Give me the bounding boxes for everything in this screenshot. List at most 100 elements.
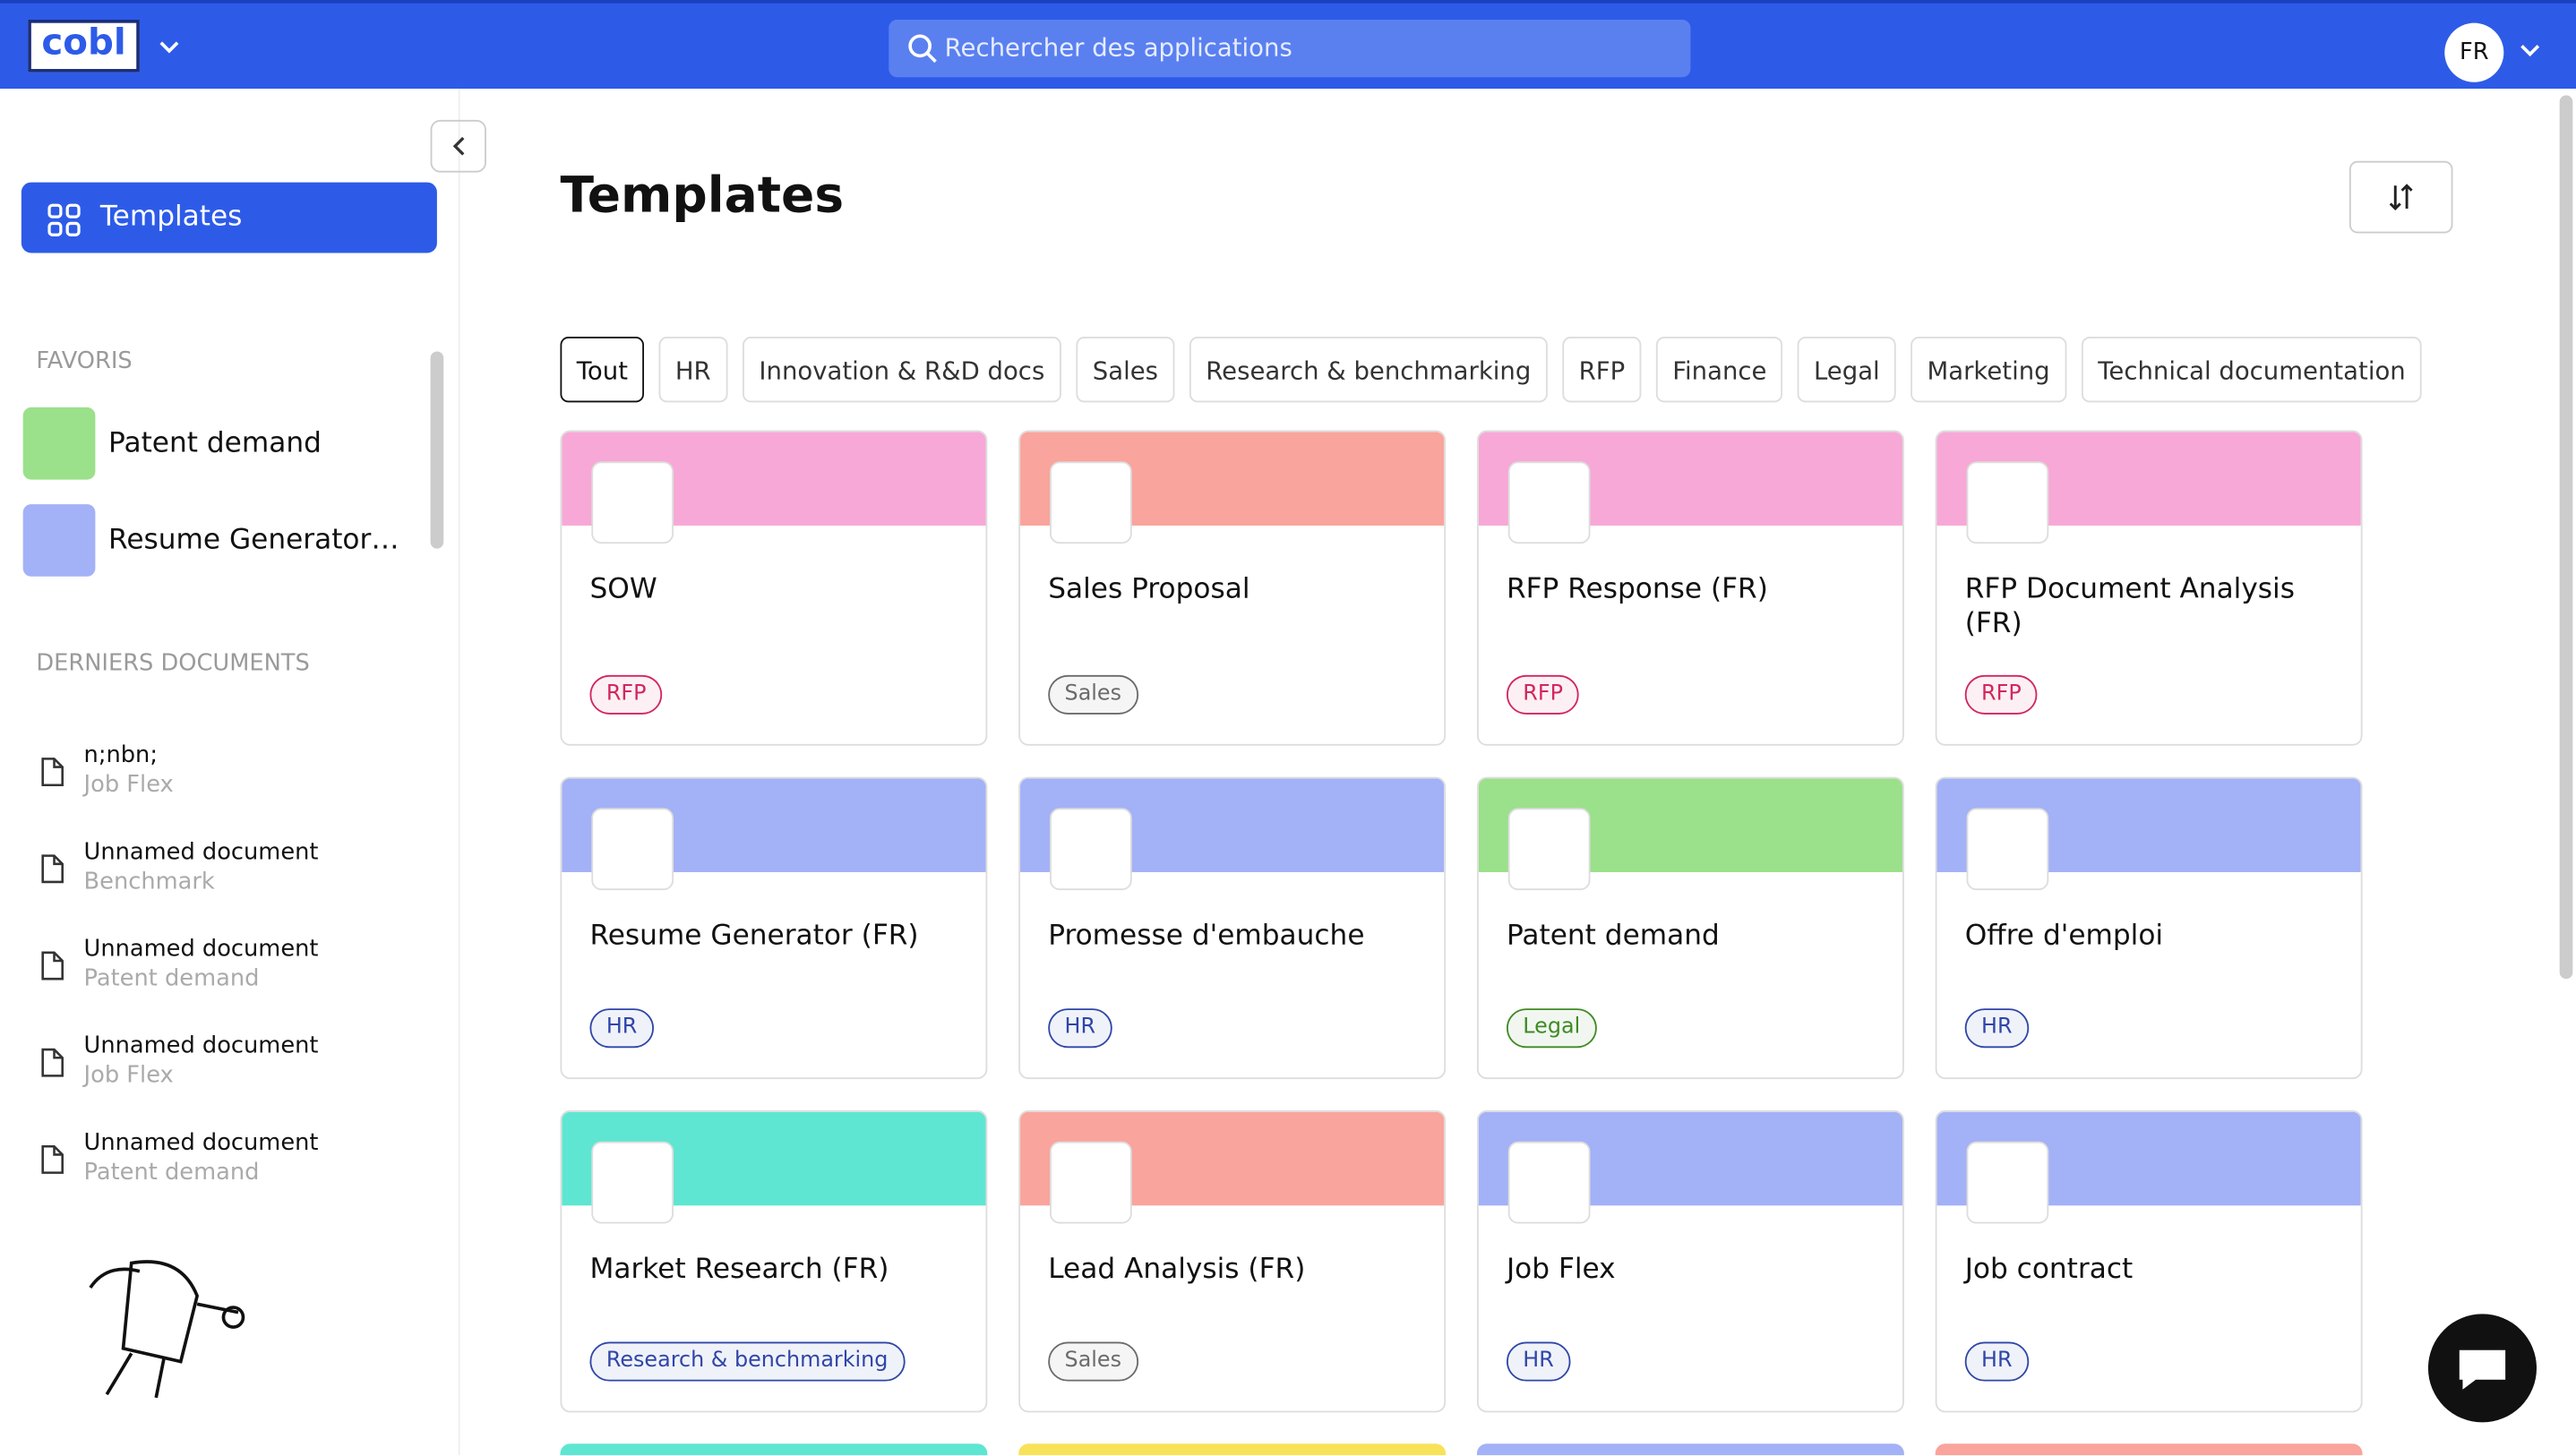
chat-icon <box>2459 1349 2506 1390</box>
chevron <box>452 136 465 156</box>
chat-button[interactable] <box>2427 1314 2537 1423</box>
template-card[interactable]: Sales Proposal Sales <box>1018 430 1447 746</box>
template-card[interactable]: Resume Generator (FR) HR <box>560 776 988 1080</box>
filter-chip[interactable]: Marketing <box>1911 337 2066 403</box>
favorite-item[interactable]: Resume Generator (FR) <box>22 504 417 577</box>
card-title: Promesse d'embauche <box>1048 920 1365 953</box>
card-title: Patent demand <box>1506 920 1720 953</box>
card-title: Offre d'emploi <box>1964 920 2164 953</box>
card-partial <box>1476 1443 1904 1456</box>
favorite-icon <box>22 504 96 577</box>
filter-chip[interactable]: Research & benchmarking <box>1189 337 1548 403</box>
recent-doc[interactable]: n;nbn; Job Flex <box>39 742 434 815</box>
doc-icon <box>41 951 64 981</box>
card-icon <box>591 808 674 891</box>
favorite-icon <box>22 407 96 480</box>
card-title: Lead Analysis (FR) <box>1048 1253 1306 1287</box>
template-card[interactable]: RFP Response (FR) RFP <box>1476 430 1904 746</box>
search-box[interactable]: Rechercher des applications <box>889 20 1691 78</box>
template-card[interactable]: SOW RFP <box>560 430 988 746</box>
filter-chip[interactable]: RFP <box>1562 337 1642 403</box>
template-card[interactable]: Promesse d'embauche HR <box>1018 776 1447 1080</box>
favorite-item[interactable]: Patent demand <box>22 407 417 480</box>
filter-chip[interactable]: Technical documentation <box>2081 337 2423 403</box>
card-tag: HR <box>589 1008 654 1049</box>
filter-chip[interactable]: Tout <box>560 337 645 403</box>
filter-chip[interactable]: Sales <box>1076 337 1175 403</box>
mascot <box>89 1260 245 1399</box>
doc-title: n;nbn; <box>83 742 158 769</box>
card-tag: RFP <box>1506 674 1580 715</box>
recent-doc[interactable]: Unnamed document Benchmark <box>39 839 434 912</box>
chevron[interactable] <box>158 39 181 56</box>
section-title: DERNIERS DOCUMENTS <box>36 650 310 677</box>
filter-chip[interactable]: Innovation & R&D docs <box>743 337 1061 403</box>
scrollbar[interactable] <box>430 351 444 549</box>
avatar[interactable]: FR <box>2444 22 2504 82</box>
card-icon <box>1507 808 1591 891</box>
collapse-button[interactable] <box>430 119 486 173</box>
card-icon <box>1507 461 1591 544</box>
card-tag: RFP <box>1964 674 2039 715</box>
card-title: Job Flex <box>1506 1253 1616 1287</box>
template-card[interactable]: Job contract HR <box>1935 1109 2363 1413</box>
card-title: RFP Response (FR) <box>1506 573 1768 606</box>
filter-chip[interactable]: HR <box>658 337 728 403</box>
card-partial <box>560 1443 988 1456</box>
search-icon <box>908 34 937 64</box>
template-card[interactable]: RFP Document Analysis (FR) RFP <box>1935 430 2363 746</box>
doc-subtitle: Patent demand <box>83 965 260 992</box>
logo[interactable]: cobl <box>28 20 140 73</box>
card-tag: Legal <box>1506 1008 1597 1049</box>
chevron[interactable] <box>2519 43 2542 59</box>
doc-title: Unnamed document <box>83 1032 319 1060</box>
doc-subtitle: Benchmark <box>83 869 215 895</box>
sort-button[interactable] <box>2348 160 2453 234</box>
recent-doc[interactable]: Unnamed document Patent demand <box>39 936 434 1008</box>
page-title: Templates <box>560 167 845 226</box>
template-card[interactable]: Job Flex HR <box>1476 1109 1904 1413</box>
doc-subtitle: Job Flex <box>83 772 174 799</box>
sidebar: Templates FAVORIS DERNIERS DOCUMENTS Pat… <box>0 89 460 1456</box>
scrollbar[interactable] <box>2559 95 2573 980</box>
doc-icon <box>41 758 64 787</box>
card-icon <box>1050 461 1132 544</box>
doc-title: Unnamed document <box>83 1129 319 1157</box>
card-title: Resume Generator (FR) <box>589 920 919 953</box>
section-title: FAVORIS <box>36 347 133 375</box>
favorite-label: Patent demand <box>108 426 322 460</box>
card-tag: HR <box>1506 1341 1571 1382</box>
recent-doc[interactable]: Unnamed document Job Flex <box>39 1033 434 1106</box>
doc-title: Unnamed document <box>83 936 319 963</box>
recent-doc[interactable]: Unnamed document Patent demand <box>39 1130 434 1203</box>
card-icon <box>1507 1141 1591 1224</box>
doc-icon <box>41 1048 64 1077</box>
top-bar: cobl Rechercher des applications FR <box>0 0 2576 90</box>
card-title: RFP Document Analysis (FR) <box>1964 573 2295 641</box>
doc-subtitle: Job Flex <box>83 1062 174 1090</box>
filter-chip[interactable]: Finance <box>1655 337 1783 403</box>
card-partial <box>1018 1443 1447 1456</box>
favorite-label: Resume Generator (FR) <box>108 524 404 557</box>
card-title: Sales Proposal <box>1048 573 1250 606</box>
card-icon <box>1966 808 2049 891</box>
doc-icon <box>41 854 64 884</box>
template-card[interactable]: Market Research (FR) Research & benchmark… <box>560 1109 988 1413</box>
card-title: Market Research (FR) <box>589 1253 889 1287</box>
card-partial <box>1935 1443 2363 1456</box>
card-tag: Sales <box>1048 1341 1138 1382</box>
template-card[interactable]: Lead Analysis (FR) Sales <box>1018 1109 1447 1413</box>
template-card[interactable]: Patent demand Legal <box>1476 776 1904 1080</box>
template-card[interactable]: Offre d'emploi HR <box>1935 776 2363 1080</box>
card-tag: HR <box>1048 1008 1112 1049</box>
card-title: Job contract <box>1964 1253 2134 1287</box>
card-icon <box>1966 461 2049 544</box>
card-tag: Sales <box>1048 674 1138 715</box>
sort-icon <box>2389 184 2413 211</box>
card-icon <box>1966 1141 2049 1224</box>
card-icon <box>591 461 674 544</box>
card-tag: HR <box>1964 1008 2029 1049</box>
filter-chip[interactable]: Legal <box>1797 337 1897 403</box>
nav-templates[interactable]: Templates <box>21 182 437 253</box>
